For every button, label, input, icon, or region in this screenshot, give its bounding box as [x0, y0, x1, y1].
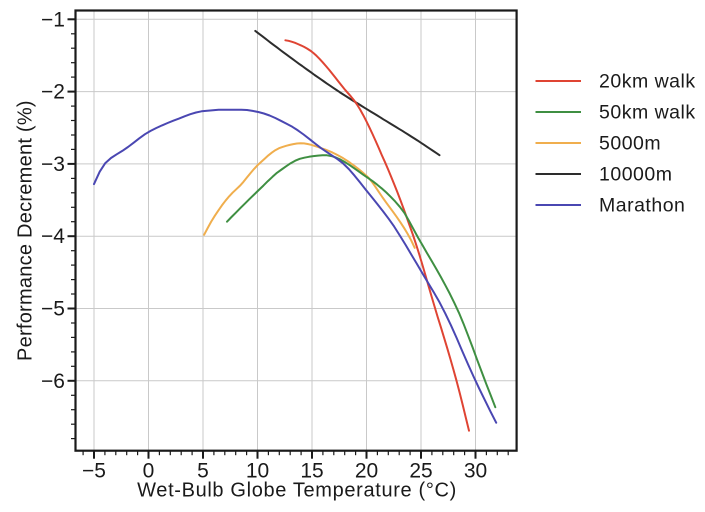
svg-text:0: 0 — [143, 460, 155, 483]
svg-text:10: 10 — [246, 460, 269, 483]
svg-text:Marathon: Marathon — [599, 195, 685, 217]
svg-text:25: 25 — [409, 460, 432, 483]
svg-text:−4: −4 — [41, 225, 65, 248]
svg-text:20km walk: 20km walk — [599, 71, 696, 93]
svg-text:−2: −2 — [41, 81, 65, 104]
svg-text:−1: −1 — [41, 8, 65, 31]
svg-text:15: 15 — [300, 460, 323, 483]
svg-text:50km walk: 50km walk — [599, 102, 696, 124]
svg-text:−5: −5 — [82, 460, 106, 483]
svg-text:5000m: 5000m — [599, 133, 661, 155]
svg-text:10000m: 10000m — [599, 164, 672, 186]
svg-text:20: 20 — [355, 460, 378, 483]
svg-text:−5: −5 — [41, 298, 65, 321]
svg-text:−3: −3 — [41, 153, 65, 176]
svg-text:−6: −6 — [41, 370, 65, 393]
svg-text:Wet-Bulb Globe Temperature (°C: Wet-Bulb Globe Temperature (°C) — [137, 480, 457, 502]
svg-text:30: 30 — [464, 460, 487, 483]
svg-text:5: 5 — [197, 460, 209, 483]
svg-text:Performance Decrement (%): Performance Decrement (%) — [15, 100, 37, 361]
